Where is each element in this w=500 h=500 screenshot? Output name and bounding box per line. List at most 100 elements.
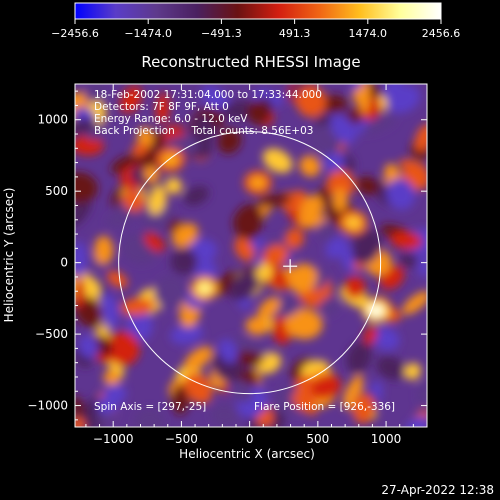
image-blob: [110, 154, 139, 174]
image-blob: [106, 270, 128, 288]
image-blob: [126, 308, 153, 342]
image-blob: [285, 228, 304, 249]
y-tick-label: 500: [45, 184, 68, 198]
image-blob: [144, 232, 165, 252]
image-blob: [234, 237, 255, 262]
image-blob: [291, 393, 318, 415]
image-blob: [352, 88, 368, 107]
image-blobs: [75, 84, 427, 427]
info-line-energy: Energy Range: 6.0 - 12.0 keV: [94, 113, 248, 125]
image-blob: [363, 325, 378, 346]
image-blob: [171, 384, 190, 415]
image-blob: [165, 177, 182, 194]
image-blob: [255, 263, 273, 282]
image-blob: [100, 292, 119, 329]
y-axis-label: Heliocentric Y (arcsec): [2, 188, 16, 323]
flare-position-label: Flare Position = [926,-336]: [254, 401, 395, 413]
image-blob: [284, 308, 323, 340]
x-tick-label: −500: [165, 432, 198, 446]
image-blob: [352, 229, 382, 265]
image-blob: [295, 85, 327, 118]
image-blob: [210, 404, 239, 427]
image-blob: [75, 417, 86, 427]
image-blob: [386, 178, 416, 210]
image-blob: [131, 142, 148, 157]
image-blob: [235, 204, 264, 233]
bright-source-core: [370, 306, 381, 315]
image-blob: [148, 185, 167, 215]
image-blob: [75, 278, 86, 309]
colorbar-tick-label: 1474.0: [349, 27, 388, 40]
solar-limb-circle: [118, 131, 382, 395]
observation-info: 18-Feb-2002 17:31:04.000 to 17:33:44.000…: [94, 89, 322, 137]
image-blob: [75, 172, 98, 204]
image-blob: [330, 113, 357, 144]
image-blob: [362, 115, 397, 135]
image-blob: [352, 394, 375, 424]
image-blob: [414, 123, 427, 152]
image-blob: [75, 395, 85, 418]
image-blob: [257, 194, 292, 207]
image-blob: [405, 415, 427, 427]
timestamp: 27-Apr-2022 12:38: [381, 483, 494, 497]
bright-source-core: [252, 178, 263, 187]
image-blob: [317, 221, 337, 244]
spin-axis-cross: [283, 259, 298, 274]
x-tick-label: 0: [246, 432, 254, 446]
image-blob: [287, 263, 318, 294]
bright-source-core: [165, 155, 176, 164]
image-blob: [390, 231, 423, 250]
image-blob: [78, 334, 99, 359]
image-blob: [290, 84, 318, 98]
image-blob: [344, 276, 366, 299]
image-blob: [75, 119, 97, 136]
image-blob: [417, 382, 427, 406]
image-blob: [228, 270, 261, 301]
image-blob: [120, 85, 142, 114]
image-blob: [399, 159, 427, 174]
image-blob: [234, 350, 264, 366]
image-blob: [84, 84, 107, 103]
image-blob: [245, 316, 270, 336]
image-blob: [231, 380, 253, 403]
image-blob: [75, 135, 104, 156]
plot-frame: [74, 83, 428, 428]
bright-source-core: [348, 218, 359, 227]
y-tick-label: −500: [35, 327, 68, 341]
spin-axis-label: Spin Axis = [297,-25]: [94, 401, 206, 413]
image-blob: [75, 197, 92, 227]
y-tick-label: −1000: [27, 399, 68, 413]
image-blob: [321, 94, 348, 114]
image-blob: [350, 84, 363, 93]
colorbar-gradient: [74, 2, 442, 20]
image-blob: [326, 170, 355, 199]
image-blob: [155, 92, 170, 124]
image-blob: [262, 148, 293, 173]
chart-title: Reconstructed RHESSI Image: [141, 53, 360, 71]
image-blob: [94, 235, 114, 265]
colorbar: −2456.6 −1474.0 −491.3 491.3 1474.0 2456.6: [51, 2, 461, 40]
image-blob: [170, 324, 203, 345]
colorbar-tick-label: 2456.6: [422, 27, 461, 40]
image-blob: [402, 291, 427, 315]
info-line-detectors: Detectors: 7F 8F 9F, Att 0: [94, 101, 229, 113]
x-axis: −1000 −500 0 500 1000: [85, 84, 414, 446]
image-blob: [257, 297, 280, 320]
image-blob: [103, 370, 121, 386]
colorbar-tick-label: −2456.6: [51, 27, 99, 40]
x-tick-label: 500: [306, 432, 329, 446]
plot-area: −1000 −500 0 500 1000 −1000 −500 0 500 1000: [27, 83, 428, 446]
image-blob: [325, 236, 348, 259]
image-blob: [246, 100, 271, 125]
image-blob: [194, 260, 218, 282]
y-tick-label: 1000: [37, 113, 68, 127]
image-blob: [184, 346, 213, 371]
image-blob: [404, 362, 421, 380]
x-tick-label: −1000: [93, 432, 134, 446]
image-blob: [134, 408, 165, 427]
image-blob: [346, 341, 372, 374]
info-line-time: 18-Feb-2002 17:31:04.000 to 17:33:44.000: [94, 89, 322, 101]
image-blob: [172, 223, 199, 248]
image-blob: [299, 155, 321, 177]
